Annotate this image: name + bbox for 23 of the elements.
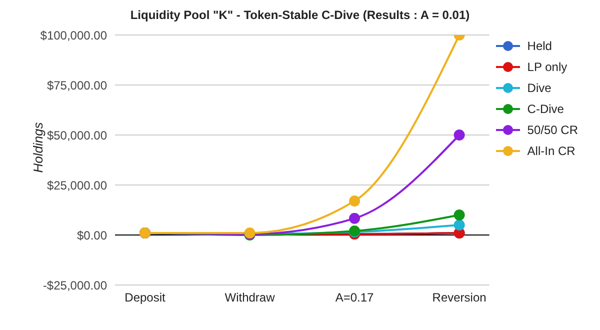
- y-tick-label: $50,000.00: [46, 128, 108, 142]
- y-tick-label: $100,000.00: [40, 28, 108, 42]
- y-tick-label: -$25,000.00: [42, 278, 108, 292]
- y-axis-title: Holdings: [30, 121, 46, 175]
- x-tick-label: Withdraw: [224, 290, 276, 305]
- point: [454, 220, 465, 230]
- y-tick-label: $25,000.00: [46, 178, 108, 192]
- legend-label: LP only: [527, 60, 568, 74]
- point: [349, 212, 360, 224]
- legend-label: Dive: [527, 80, 552, 94]
- x-tick-label: A=0.17: [335, 290, 374, 305]
- chart-title: Liquidity Pool "K" - Token-Stable C-Dive (Results : A = 0.01): [129, 8, 471, 22]
- y-tick-label: $75,000.00: [46, 78, 108, 92]
- legend-label: Held: [527, 38, 552, 52]
- x-tick-label: Deposit: [124, 290, 166, 305]
- legend-label: 50/50 CR: [527, 122, 578, 136]
- point: [454, 130, 465, 140]
- point: [349, 196, 360, 206]
- x-tick-label: Reversion: [432, 290, 486, 305]
- legend-label: C-Dive: [527, 102, 564, 116]
- y-tick-label: $0.00: [76, 228, 108, 242]
- point: [454, 210, 465, 220]
- legend-label: All-In CR: [527, 144, 576, 158]
